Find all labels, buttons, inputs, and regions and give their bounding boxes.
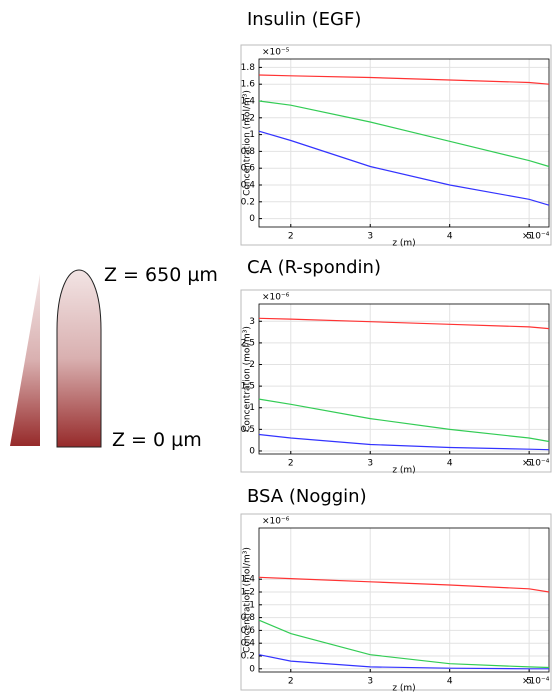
x-axis-label: z (m) (392, 684, 415, 693)
x-tick-label: 4 (447, 677, 453, 687)
chart-frame (240, 289, 552, 473)
data-line (258, 317, 550, 330)
y-axis-label: Concentration (mol/m³) (243, 326, 253, 432)
x-tick-label: 5 (526, 232, 532, 242)
x-tick-label: 4 (447, 459, 453, 469)
y-tick-label: 0.6 (241, 164, 256, 174)
y-tick-label: 1.5 (241, 382, 255, 392)
plot-area (258, 527, 550, 673)
x-axis-label: z (m) (392, 466, 415, 476)
data-line (258, 100, 550, 168)
y-tick-label: 0.8 (241, 147, 256, 157)
data-line (258, 576, 550, 593)
y-multiplier: ×10⁻⁶ (262, 517, 290, 527)
y-tick-label: 1 (249, 600, 255, 610)
y-tick-label: 0 (249, 214, 255, 224)
y-tick-label: 2.5 (241, 338, 255, 348)
x-tick-label: 5 (526, 459, 532, 469)
chart-title: CA (R-spondin) (247, 257, 381, 278)
x-axis-label: z (m) (392, 239, 415, 249)
y-tick-label: 3 (249, 317, 255, 327)
y-tick-label: 1 (249, 403, 255, 413)
chart-frame (240, 44, 552, 246)
x-tick-label: 2 (288, 677, 294, 687)
x-tick-label: 3 (367, 459, 373, 469)
x-tick-label: 2 (288, 232, 294, 242)
data-line (258, 433, 550, 451)
data-line (258, 74, 550, 85)
y-axis-label: Concentration (mol/m³) (243, 90, 253, 196)
y-tick-label: 0.2 (241, 197, 255, 207)
gradient-triangle (10, 274, 40, 446)
x-tick-label: 4 (447, 232, 453, 242)
x-tick-label: 5 (526, 677, 532, 687)
data-line (258, 619, 550, 669)
y-tick-label: 1.6 (241, 80, 256, 90)
y-tick-label: 0 (249, 664, 255, 674)
data-line (258, 398, 550, 443)
y-tick-label: 1.4 (241, 575, 256, 585)
y-multiplier: ×10⁻⁶ (262, 293, 290, 303)
y-tick-label: 1.4 (241, 97, 256, 107)
y-tick-label: 0.4 (241, 181, 256, 191)
x-multiplier: ×10⁻⁴ (522, 232, 550, 242)
top-label: Z = 650 µm (104, 264, 218, 286)
x-tick-label: 3 (367, 677, 373, 687)
y-tick-label: 0.6 (241, 626, 256, 636)
data-line (258, 654, 549, 670)
chart-title: Insulin (EGF) (247, 9, 361, 30)
y-tick-label: 0.8 (241, 613, 256, 623)
y-tick-label: 0.2 (241, 652, 255, 662)
y-tick-label: 0.5 (241, 425, 255, 435)
chart-title: BSA (Noggin) (247, 486, 367, 507)
chart-frame (240, 513, 552, 691)
x-multiplier: ×10⁻⁴ (522, 459, 550, 469)
plot-area (258, 303, 550, 455)
y-tick-label: 0 (249, 446, 255, 456)
plot-area (258, 58, 550, 228)
organoid-shape (56, 269, 102, 448)
x-tick-label: 2 (288, 459, 294, 469)
x-multiplier: ×10⁻⁴ (522, 677, 550, 687)
data-line (258, 130, 550, 206)
y-tick-label: 2 (249, 360, 255, 370)
y-tick-label: 1.2 (241, 588, 255, 598)
y-tick-label: 0.4 (241, 639, 256, 649)
x-tick-label: 3 (367, 232, 373, 242)
y-tick-label: 1.2 (241, 113, 255, 123)
y-axis-label: Concentration (mol/m³) (243, 547, 253, 653)
y-multiplier: ×10⁻⁵ (262, 48, 290, 58)
y-tick-label: 1.8 (241, 63, 256, 73)
y-tick-label: 1 (249, 130, 255, 140)
bottom-label: Z = 0 µm (112, 429, 202, 451)
